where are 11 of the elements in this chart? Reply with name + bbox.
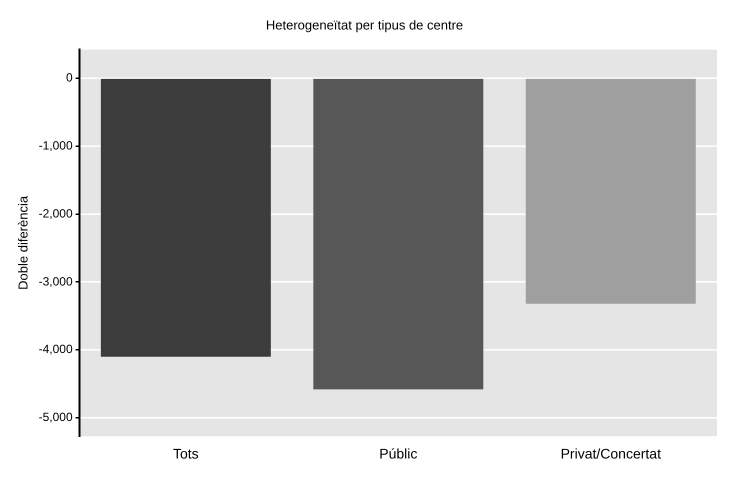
y-tick-label: -2,000	[38, 206, 73, 220]
x-tick-label: Privat/Concertat	[560, 445, 662, 462]
y-tick-label: -4,000	[38, 342, 73, 356]
y-tick-label: -1,000	[38, 138, 73, 152]
x-tick-label: Tots	[173, 445, 199, 462]
y-axis-title: Doble diferència	[15, 195, 30, 290]
x-tick-label: Públic	[379, 445, 418, 462]
y-tick-label: 0	[66, 70, 73, 84]
y-tick-label: -5,000	[38, 410, 73, 424]
chart-title: Heterogeneïtat per tipus de centre	[266, 17, 464, 32]
y-tick-label: -3,000	[38, 274, 73, 288]
